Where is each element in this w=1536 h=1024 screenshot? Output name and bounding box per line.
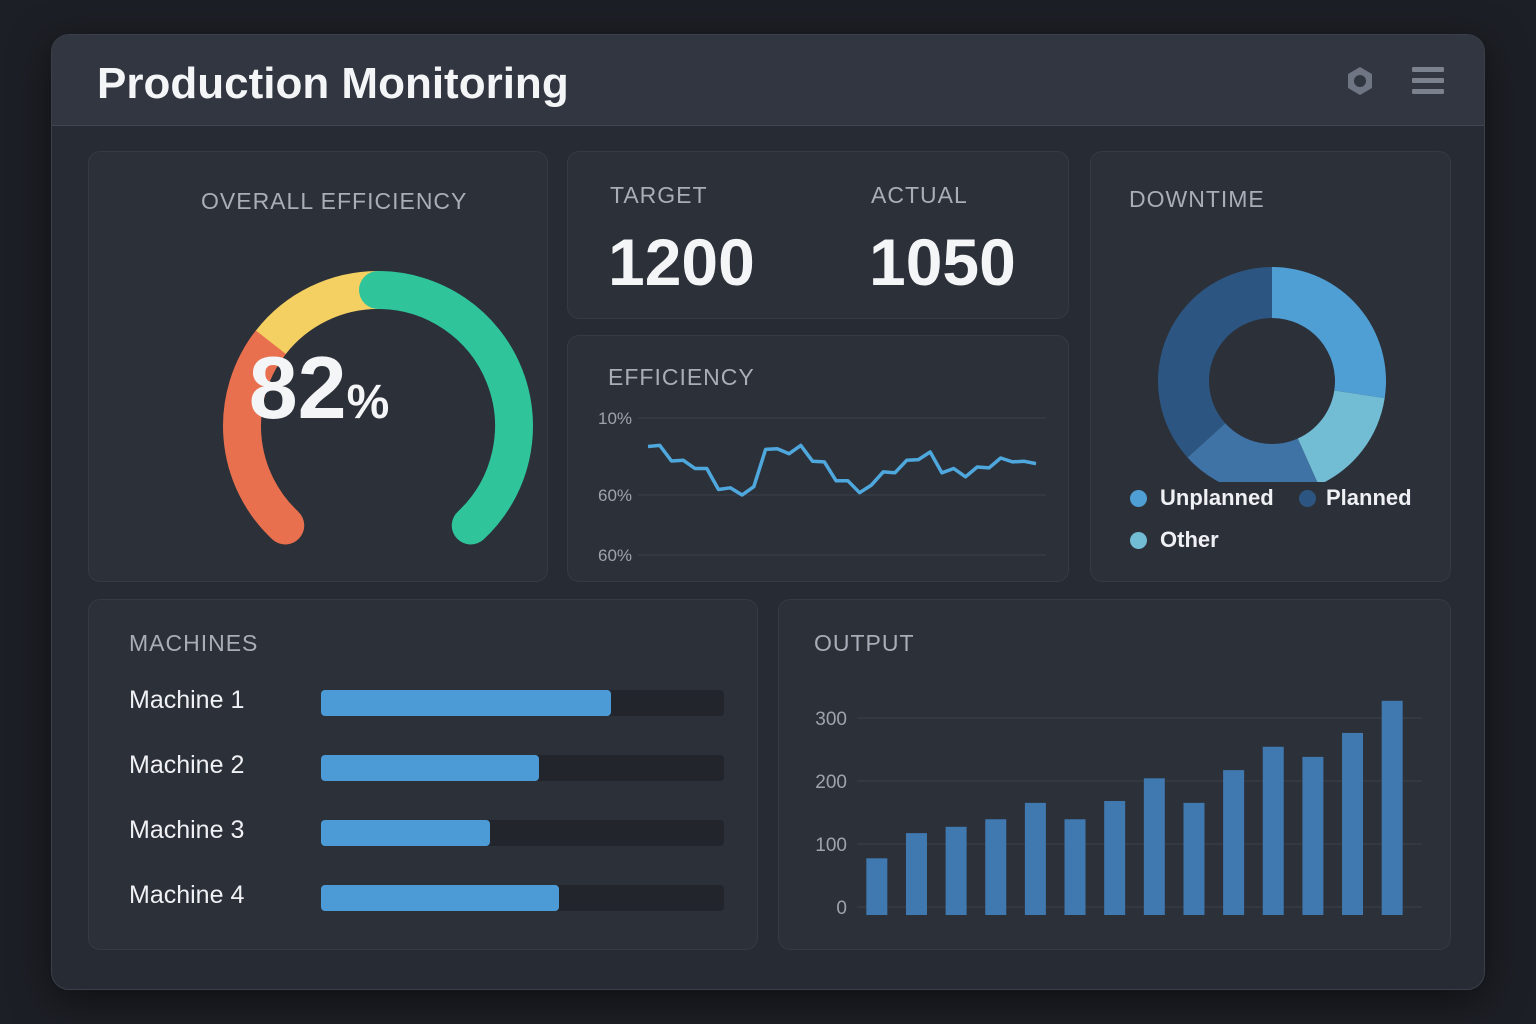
machine-progress-bar [321,820,724,846]
output-bar [1223,770,1245,915]
output-bar [1381,700,1403,915]
actual-label: ACTUAL [871,182,968,208]
machines-label: MACHINES [129,630,259,656]
dashboard-window: Production Monitoring OVERALL EFFICIENCY… [51,34,1485,990]
legend-unplanned: Unplanned [1160,485,1274,510]
efficiency-line [647,443,1037,497]
overall-efficiency-label: OVERALL EFFICIENCY [201,188,468,214]
target-label: TARGET [610,182,708,208]
legend-planned: Planned [1326,485,1412,510]
donut-slice-other [1297,390,1385,482]
output-bar-chart: 0 100 200 300 [815,700,1422,919]
target-value: 1200 [608,225,755,299]
legend-planned-swatch [1299,490,1316,507]
machine-name: Machine 3 [129,816,245,844]
y-tick-label: 60% [598,486,632,505]
machine-progress-fill [321,820,491,846]
machine-name: Machine 1 [129,686,245,714]
downtime-card: DOWNTIME Unplanned Planned Other [1090,151,1451,582]
machine-name: Machine 4 [129,881,245,909]
machine-progress-fill [321,755,539,781]
target-actual-card: TARGET 1200 ACTUAL 1050 [567,151,1069,319]
output-bar [1024,802,1046,915]
efficiency-gauge [223,271,533,545]
output-card: OUTPUT 0 100 200 300 [778,599,1451,950]
page-title: Production Monitoring [97,59,569,108]
output-label: OUTPUT [814,630,915,656]
y-tick-label: 100 [815,835,847,856]
downtime-label: DOWNTIME [1129,186,1265,212]
y-tick-label: 10% [598,409,632,428]
legend-other-swatch [1130,532,1147,549]
output-bar [1302,756,1324,915]
machines-card: MACHINES Machine 1 Machine 2 Machine 3 M… [88,599,758,950]
gauge-unit: % [346,376,390,429]
efficiency-line-chart: 10% 60% 60% [598,409,1046,565]
output-bar [1143,778,1165,915]
gear-icon[interactable] [1344,65,1376,97]
y-tick-label: 0 [836,898,847,919]
efficiency-chart-label: EFFICIENCY [608,364,755,390]
gauge-number: 82 [248,338,347,437]
gauge-low-segment [223,323,305,545]
gauge-value: 82% [89,337,549,439]
donut-slice-planned [1158,267,1272,458]
y-tick-label: 200 [815,772,847,793]
downtime-donut-chart [1158,267,1386,482]
gauge-low-join [243,330,286,368]
output-bar [1104,800,1126,915]
output-bar [985,819,1007,915]
efficiency-chart-card: EFFICIENCY 10% 60% 60% [567,335,1069,582]
machine-progress-bar [321,885,724,911]
gauge-high-segment [359,271,533,545]
legend-unplanned-swatch [1130,490,1147,507]
machine-progress-fill [321,690,612,716]
output-bar [945,826,967,915]
output-bar [1064,819,1086,915]
machine-progress-bar [321,755,724,781]
donut-slice-unplanned [1272,267,1386,399]
machine-progress-fill [321,885,559,911]
y-tick-label: 60% [598,546,632,565]
output-bar [1183,802,1205,915]
legend-other: Other [1160,527,1219,552]
actual-value: 1050 [869,225,1016,299]
menu-icon[interactable] [1412,67,1444,100]
output-bar [1262,746,1284,915]
machine-progress-bar [321,690,724,716]
output-bar [866,858,888,915]
header: Production Monitoring [52,35,1484,126]
donut-slice-unlabeled [1187,423,1318,482]
y-tick-label: 300 [815,709,847,730]
machine-name: Machine 2 [129,751,245,779]
output-bar [905,833,927,915]
output-bar [1342,732,1364,915]
overall-efficiency-card: OVERALL EFFICIENCY 82% [88,151,548,582]
